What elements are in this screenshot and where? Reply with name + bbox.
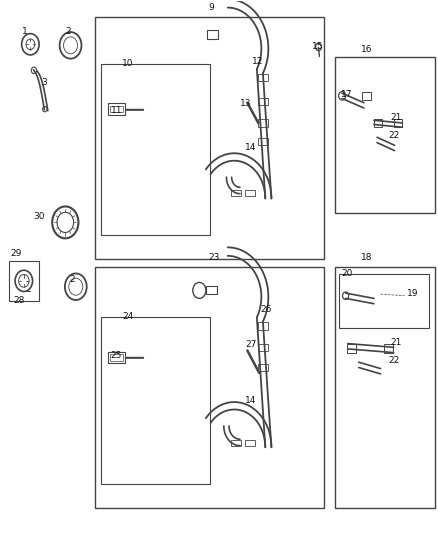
Text: 18: 18 [361, 253, 373, 262]
Bar [258, 364, 268, 371]
Text: 26: 26 [260, 305, 272, 314]
Text: 22: 22 [389, 131, 399, 140]
Bar [108, 352, 125, 364]
Bar [245, 190, 255, 196]
Bar [207, 30, 218, 39]
Bar [101, 64, 210, 235]
Text: 23: 23 [208, 253, 220, 262]
Bar [258, 74, 268, 82]
Text: 1: 1 [21, 27, 28, 36]
Bar [347, 344, 356, 353]
Text: 27: 27 [245, 340, 257, 349]
Bar [108, 103, 125, 115]
Text: 10: 10 [122, 59, 134, 68]
Text: 14: 14 [245, 395, 257, 405]
Text: 15: 15 [312, 42, 324, 51]
Bar [374, 119, 382, 127]
Text: 3: 3 [41, 78, 46, 87]
Text: 29: 29 [11, 249, 21, 258]
Bar [110, 106, 123, 112]
Bar [362, 92, 371, 100]
Bar [231, 440, 241, 446]
Bar [101, 317, 210, 484]
Bar [231, 190, 241, 196]
Bar [258, 138, 268, 146]
Bar [258, 322, 268, 330]
Bar [258, 98, 268, 106]
Bar [335, 266, 435, 508]
Bar [245, 440, 255, 446]
Text: 22: 22 [389, 356, 399, 365]
Bar [335, 56, 435, 213]
Text: 13: 13 [240, 99, 251, 108]
Bar [206, 286, 217, 294]
Bar [110, 354, 123, 361]
Text: 28: 28 [14, 296, 25, 305]
Text: 21: 21 [391, 113, 402, 122]
Text: 16: 16 [361, 45, 373, 54]
Text: 24: 24 [122, 312, 133, 321]
Text: 30: 30 [33, 212, 45, 221]
Text: 9: 9 [208, 3, 214, 12]
Bar [384, 344, 393, 353]
Text: 11: 11 [111, 106, 122, 115]
Text: 12: 12 [252, 57, 264, 66]
Text: 20: 20 [341, 269, 353, 278]
Bar [258, 119, 268, 127]
Bar [9, 261, 39, 301]
Bar [95, 266, 324, 508]
Bar [95, 17, 324, 259]
Text: 25: 25 [111, 351, 122, 360]
Text: 21: 21 [391, 338, 402, 348]
Text: 2: 2 [65, 27, 71, 36]
Text: 14: 14 [245, 143, 257, 152]
Bar [258, 344, 268, 351]
Text: 2: 2 [69, 274, 75, 284]
Bar [339, 274, 428, 328]
Bar [394, 119, 403, 127]
Text: 19: 19 [407, 289, 418, 298]
Text: 17: 17 [341, 90, 353, 99]
